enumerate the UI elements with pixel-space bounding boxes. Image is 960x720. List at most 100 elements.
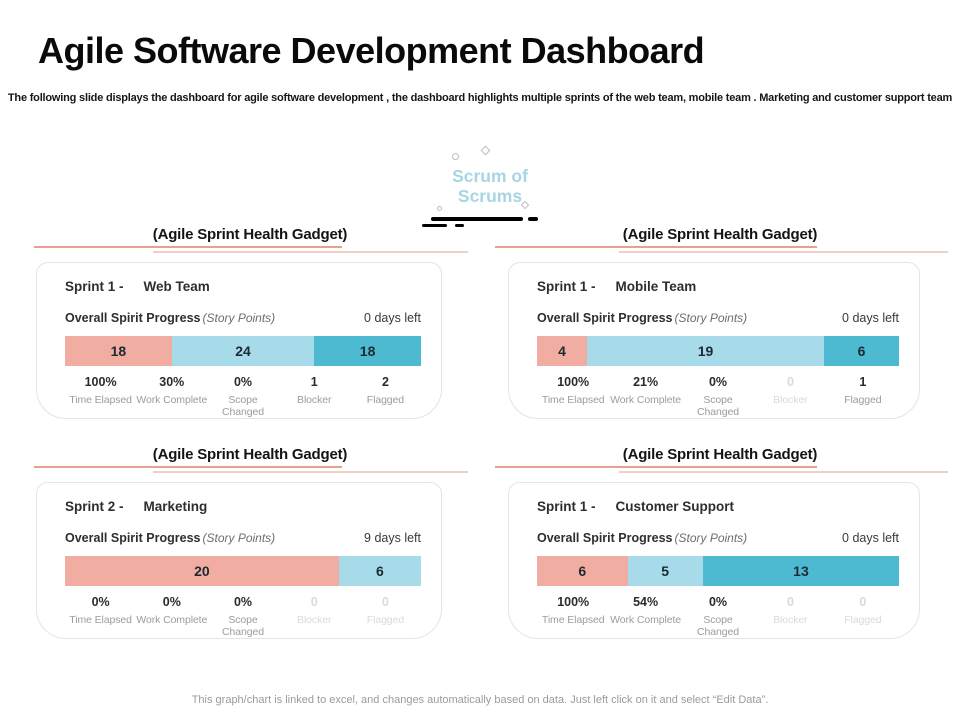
gadget-card[interactable]: Sprint 1 - Web Team Overall Spirit Progre… <box>36 262 442 419</box>
gadget-marketing: (Agile Sprint Health Gadget) Sprint 2 - M… <box>30 446 470 639</box>
stat-value: 0 <box>786 595 794 609</box>
gadget-card[interactable]: Sprint 2 - Marketing Overall Spirit Progr… <box>36 482 442 639</box>
bar-segment: 6 <box>338 556 421 586</box>
days-left: 9 days left <box>364 531 421 545</box>
stat-label: Flagged <box>844 394 882 406</box>
slide-subtitle: The following slide displays the dashboa… <box>7 92 953 104</box>
page-title: Agile Software Development Dashboard <box>38 30 705 71</box>
gadget-heading: (Agile Sprint Health Gadget) <box>622 446 818 463</box>
bar-segment: 18 <box>65 336 172 366</box>
gadget-mobile-team: (Agile Sprint Health Gadget) Sprint 1 - M… <box>490 226 950 419</box>
gadget-card[interactable]: Sprint 1 - Mobile Team Overall Spirit Pro… <box>508 262 920 419</box>
stat-label: Time Elapsed <box>541 614 605 626</box>
stat: 21% Work Complete <box>609 375 681 418</box>
underline-accent-light <box>618 471 948 473</box>
bar-segment: 20 <box>65 556 339 586</box>
heading-underline <box>490 465 950 475</box>
stat-value: 0% <box>233 595 253 609</box>
stat-value: 100% <box>557 595 590 609</box>
progress-label: Overall Spirit Progress <box>537 531 673 545</box>
stat-value: 0 <box>786 375 794 389</box>
bar-segment: 6 <box>537 556 628 586</box>
sprint-title: Sprint 1 - Mobile Team <box>537 279 899 294</box>
progress-label-group: Overall Spirit Progress (Story Points) <box>537 529 747 547</box>
heading-underline <box>30 245 470 255</box>
sprint-health-gadget: (Agile Sprint Health Gadget) Sprint 1 - C… <box>490 446 950 639</box>
stat-value: 0 <box>310 595 318 609</box>
progress-row: Overall Spirit Progress (Story Points) 0 … <box>537 309 899 327</box>
underline-accent-light <box>618 251 948 253</box>
progress-label: Overall Spirit Progress <box>65 531 201 545</box>
bar-segment: 24 <box>171 336 315 366</box>
scrum-of-scrums-badge: Scrum of Scrums <box>400 140 580 240</box>
days-left: 0 days left <box>842 311 899 325</box>
sprint-label: Sprint 2 - <box>65 499 124 514</box>
stat-value: 30% <box>159 375 185 389</box>
underline-dash <box>455 224 464 227</box>
days-left: 0 days left <box>842 531 899 545</box>
team-name: Web Team <box>143 279 210 294</box>
stat: 0% Scope Changed <box>682 595 754 638</box>
stats-row: 0% Time Elapsed 0% Work Complete 0% Scope Cha… <box>65 595 421 638</box>
bar-segment: 4 <box>537 336 587 366</box>
progress-note: (Story Points) <box>202 531 276 545</box>
stat-label: Work Complete <box>136 614 208 626</box>
heading-underline <box>30 465 470 475</box>
bar-segment: 13 <box>702 556 899 586</box>
stat-label: Time Elapsed <box>69 614 132 626</box>
stat-value: 54% <box>633 595 659 609</box>
stat: 54% Work Complete <box>609 595 681 638</box>
stat-value: 0% <box>233 375 253 389</box>
stat: 0% Time Elapsed <box>65 595 136 638</box>
progress-label: Overall Spirit Progress <box>537 311 673 325</box>
stat-label: Work Complete <box>610 614 682 626</box>
progress-row: Overall Spirit Progress (Story Points) 0 … <box>537 529 899 547</box>
progress-label: Overall Spirit Progress <box>65 311 201 325</box>
stat: 1 Flagged <box>827 375 899 418</box>
sprint-label: Sprint 1 - <box>65 279 124 294</box>
stat-label: Flagged <box>844 614 882 626</box>
gadget-card[interactable]: Sprint 1 - Customer Support Overall Spiri… <box>508 482 920 639</box>
bar-segment: 6 <box>824 336 899 366</box>
stat: 0 Blocker <box>754 375 826 418</box>
sprint-health-gadget: (Agile Sprint Health Gadget) Sprint 1 - M… <box>490 226 950 419</box>
stat-label: Blocker <box>297 614 332 626</box>
bar-segment: 18 <box>314 336 421 366</box>
stat-label: Scope Changed <box>697 394 739 418</box>
stat: 100% Time Elapsed <box>537 375 609 418</box>
stat-label: Scope Changed <box>697 614 739 638</box>
underline-accent <box>494 466 817 468</box>
underline-dash <box>528 217 538 221</box>
days-left: 0 days left <box>364 311 421 325</box>
progress-label-group: Overall Spirit Progress (Story Points) <box>65 529 275 547</box>
stat-label: Flagged <box>366 394 405 406</box>
progress-row: Overall Spirit Progress (Story Points) 0 … <box>65 309 421 327</box>
underline-dash <box>422 224 447 227</box>
progress-row: Overall Spirit Progress (Story Points) 9 … <box>65 529 421 547</box>
stat-label: Scope Changed <box>222 394 264 418</box>
team-name: Customer Support <box>615 499 735 514</box>
stat: 0 Blocker <box>279 595 350 638</box>
stat: 0 Flagged <box>350 595 421 638</box>
sprint-title: Sprint 2 - Marketing <box>65 499 421 514</box>
stat-value: 0% <box>708 595 728 609</box>
progress-note: (Story Points) <box>202 311 276 325</box>
circle-icon <box>452 153 459 160</box>
progress-bar: 4 19 6 <box>537 336 899 366</box>
stat-value: 1 <box>859 375 867 389</box>
stat: 0% Scope Changed <box>207 595 278 638</box>
stat: 100% Time Elapsed <box>65 375 136 418</box>
progress-bar: 18 24 18 <box>65 336 421 366</box>
gadget-web-team: (Agile Sprint Health Gadget) Sprint 1 - W… <box>30 226 470 419</box>
gadget-heading: (Agile Sprint Health Gadget) <box>622 226 818 243</box>
stat-label: Scope Changed <box>222 614 264 638</box>
stats-row: 100% Time Elapsed 30% Work Complete 0% Scope … <box>65 375 421 418</box>
stat-value: 0% <box>91 595 110 609</box>
scrum-label-line2: Scrums <box>457 185 523 206</box>
progress-bar: 6 5 13 <box>537 556 899 586</box>
sprint-health-gadget: (Agile Sprint Health Gadget) Sprint 1 - W… <box>30 226 470 419</box>
gadget-heading: (Agile Sprint Health Gadget) <box>152 446 348 463</box>
stat-label: Blocker <box>297 394 332 406</box>
stat-value: 100% <box>557 375 590 389</box>
